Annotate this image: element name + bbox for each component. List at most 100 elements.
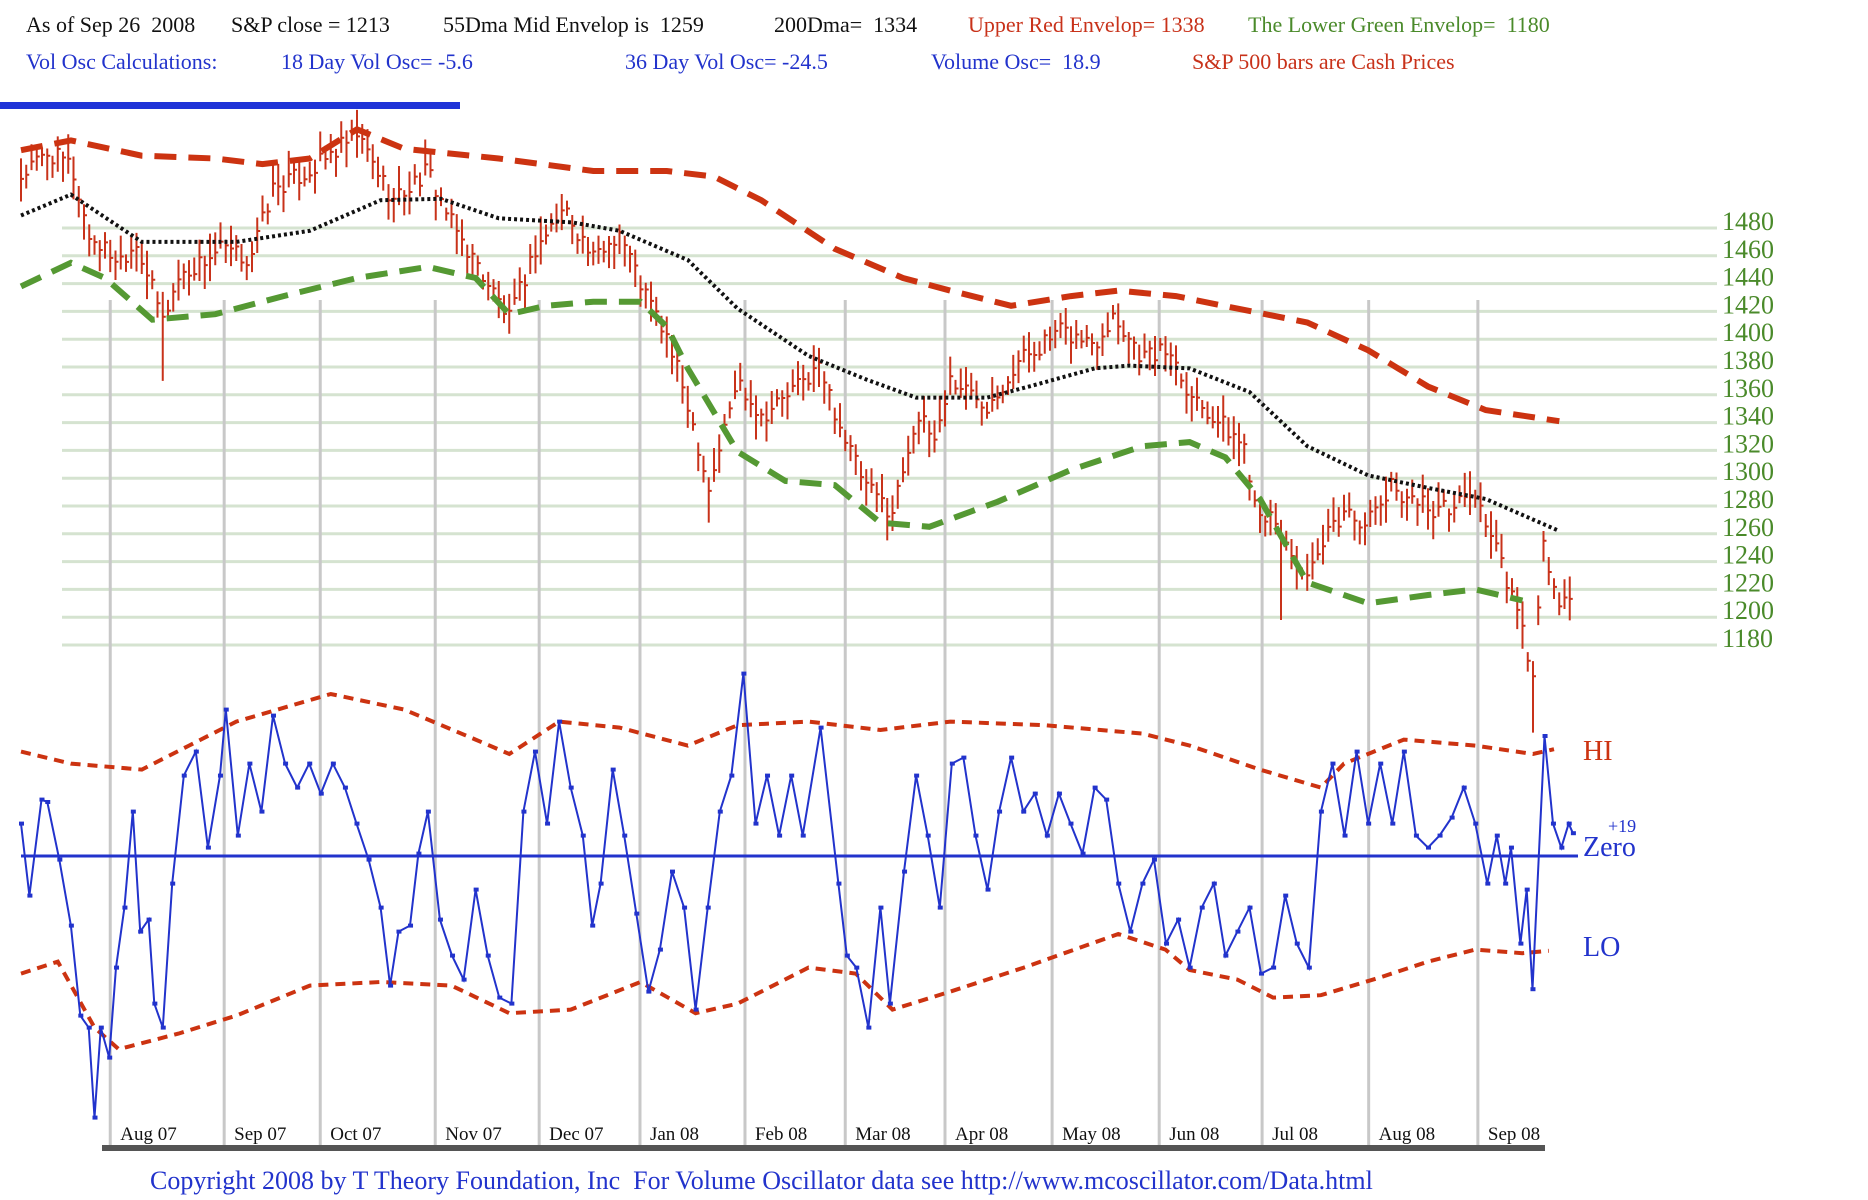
- oscillator-point: [949, 761, 955, 766]
- price-bar: [949, 356, 954, 395]
- price-bar: [1364, 512, 1368, 546]
- oscillator-point: [57, 857, 63, 862]
- price-bar: [791, 369, 796, 393]
- oscillator-point: [1176, 917, 1182, 922]
- price-bar: [1022, 335, 1027, 363]
- oscillator-point: [378, 905, 384, 910]
- price-bar: [1495, 519, 1500, 552]
- price-bar: [20, 158, 24, 202]
- y-tick-label: 1460: [1722, 235, 1774, 264]
- copyright-footer: Copyright 2008 by T Theory Foundation, I…: [150, 1166, 1373, 1195]
- oscillator-point: [1080, 851, 1086, 856]
- osc-label-hi: HI: [1583, 736, 1613, 767]
- price-bar: [749, 380, 754, 418]
- price-bar: [1500, 533, 1505, 569]
- price-bar: [203, 255, 208, 289]
- price-bar: [72, 156, 77, 200]
- price-bar: [1343, 494, 1347, 521]
- price-bar: [1437, 482, 1442, 517]
- price-bar: [1122, 320, 1127, 342]
- price-bar: [970, 372, 975, 400]
- osc-label-zero: Zero: [1583, 832, 1636, 863]
- price-bar: [1243, 433, 1248, 464]
- price-bar: [697, 442, 702, 472]
- y-tick-label: 1220: [1722, 568, 1774, 597]
- price-bar: [907, 435, 912, 476]
- price-bar: [959, 368, 964, 398]
- oscillator-point: [985, 887, 991, 892]
- oscillator-point: [1164, 941, 1170, 946]
- price-bar: [770, 390, 775, 424]
- price-bar: [996, 385, 1001, 410]
- oscillator-point: [408, 923, 414, 928]
- oscillator-point: [590, 923, 596, 928]
- price-bar: [93, 235, 98, 255]
- price-bar: [896, 479, 901, 509]
- price-bar: [1390, 471, 1395, 492]
- price-bar: [1101, 323, 1106, 357]
- y-tick-label: 1400: [1722, 318, 1774, 347]
- oscillator-point: [777, 833, 783, 838]
- price-bar: [1196, 377, 1200, 411]
- oscillator-point: [130, 809, 136, 814]
- price-bar: [1070, 326, 1074, 364]
- price-bar: [172, 283, 177, 312]
- price-bar: [839, 403, 843, 438]
- oscillator-point: [271, 713, 276, 718]
- price-bar: [130, 235, 135, 269]
- price-bar: [413, 164, 418, 185]
- oscillator-point: [521, 809, 527, 814]
- price-bar: [702, 455, 707, 483]
- price-bar: [1547, 556, 1552, 586]
- price-bar: [1432, 501, 1437, 540]
- oscillator-point: [497, 995, 503, 1000]
- header-line1-item: 55Dma Mid Envelop is 1259: [443, 12, 704, 37]
- price-bar: [1421, 474, 1426, 513]
- month-label: Jul 08: [1272, 1124, 1318, 1145]
- price-bar: [1385, 476, 1389, 523]
- oscillator-point: [1401, 749, 1407, 754]
- 55dma-mid-envelope: [20, 192, 1561, 533]
- oscillator-point: [657, 947, 663, 952]
- price-bar: [1311, 542, 1316, 580]
- y-tick-label: 1180: [1722, 624, 1773, 653]
- price-bar: [35, 146, 40, 171]
- oscillator-point: [729, 773, 735, 778]
- oscillator-point: [1503, 881, 1509, 886]
- oscillator-point: [1199, 905, 1205, 910]
- header-line1-item: S&P close = 1213: [231, 12, 390, 37]
- oscillator-point: [107, 1055, 113, 1060]
- y-tick-label: 1260: [1722, 513, 1774, 542]
- price-bar: [424, 139, 429, 176]
- price-bar: [928, 420, 933, 458]
- oscillator-point: [473, 887, 479, 892]
- y-tick-label: 1280: [1722, 485, 1774, 514]
- price-bar: [1322, 524, 1326, 565]
- price-bar: [581, 215, 586, 254]
- price-bar: [308, 161, 313, 183]
- osc-label-last_value: +19: [1608, 816, 1636, 836]
- oscillator-point: [114, 965, 120, 970]
- header-line2-item: Vol Osc Calculations:: [26, 49, 218, 74]
- oscillator-point: [682, 905, 688, 910]
- price-bar: [1159, 337, 1164, 351]
- price-bar: [1327, 508, 1332, 542]
- price-bar: [1154, 335, 1158, 377]
- price-bar: [917, 411, 922, 445]
- oscillator-point: [247, 761, 253, 766]
- price-bar: [177, 259, 182, 301]
- price-bar: [1332, 497, 1337, 532]
- price-bar: [1217, 406, 1221, 438]
- oscillator-point: [425, 809, 431, 814]
- price-bar: [1169, 342, 1174, 376]
- price-bar: [849, 435, 854, 462]
- oscillator-point: [973, 833, 979, 838]
- oscillator-point: [354, 821, 360, 826]
- oscillator-point: [1449, 815, 1455, 820]
- price-bar: [1138, 344, 1143, 376]
- price-bar: [1563, 579, 1568, 609]
- price-bar: [592, 241, 597, 266]
- price-bar: [46, 148, 51, 181]
- oscillator-point: [765, 773, 771, 778]
- month-label: Jan 08: [650, 1124, 699, 1145]
